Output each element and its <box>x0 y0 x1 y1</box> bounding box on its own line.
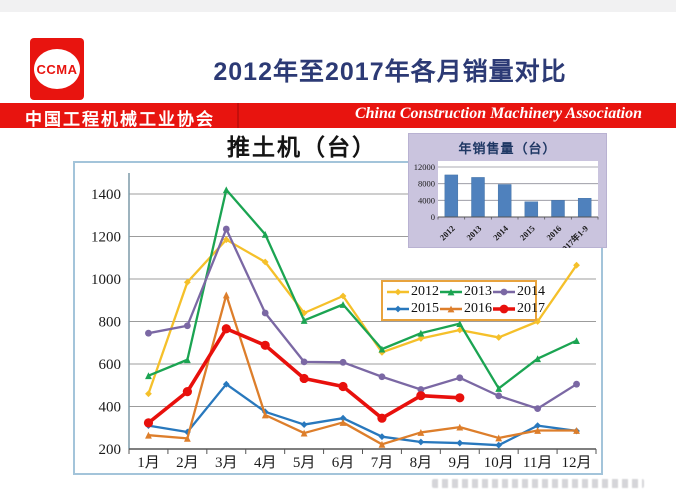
inset-x-axis-tick: 2016 <box>544 223 563 242</box>
y-axis-tick: 1400 <box>91 187 121 203</box>
top-strip <box>0 0 676 12</box>
series-line-2014 <box>145 225 580 413</box>
diamond-marker-icon <box>387 288 409 296</box>
monthly-line-chart-svg: 200 400 600 800 1000 1200 1400 1月 2月 3月 4月 5月 6月 7月 8月… <box>91 173 597 471</box>
legend-item-2013: 2013 <box>439 284 492 300</box>
legend-label: 2013 <box>464 283 492 299</box>
legend-label: 2012 <box>411 283 439 299</box>
ccma-logo-oval: CCMA <box>34 49 80 89</box>
annual-bar-2015 <box>524 201 539 218</box>
legend-label: 2014 <box>517 283 545 299</box>
inset-x-axis-tick: 2013 <box>464 223 483 242</box>
triangle-marker-icon <box>440 288 462 296</box>
x-axis-tick: 4月 <box>254 455 277 471</box>
circle-marker-icon <box>493 304 515 314</box>
series-line-2017 <box>143 324 465 428</box>
legend-label: 2016 <box>464 301 492 317</box>
banner-divider <box>237 103 239 128</box>
x-axis-tick: 12月 <box>562 455 592 471</box>
legend-label: 2017 <box>517 301 545 317</box>
x-axis-tick: 7月 <box>371 455 394 471</box>
x-axis-tick: 2月 <box>176 455 199 471</box>
annual-bar-chart-title: 年销售量（台） <box>458 141 557 156</box>
inset-x-axis-tick: 2014 <box>491 223 511 243</box>
x-axis-tick: 1月 <box>137 455 160 471</box>
y-axis-tick: 1000 <box>91 272 121 288</box>
x-axis-tick: 9月 <box>449 455 472 471</box>
inset-y-axis-tick: 0 <box>431 212 435 222</box>
x-axis-tick: 3月 <box>215 455 238 471</box>
ccma-logo-text: CCMA <box>36 61 78 77</box>
association-banner: 中国工程机械工业协会 China Construction Machinery … <box>0 103 676 129</box>
y-axis-tick: 800 <box>99 315 122 331</box>
series-line-2016 <box>145 291 580 448</box>
annual-bar-2014 <box>497 184 512 218</box>
annual-bar-chart-svg: 0 4000 8000 12000 2012 2013 2014 2015 20162017年1… <box>414 161 599 248</box>
x-axis-tick: 5月 <box>293 455 316 471</box>
main-chart-title: 推土机（台） <box>227 135 377 160</box>
legend-item-2012: 2012 <box>386 284 439 300</box>
banner-chinese-label: 中国工程机械工业协会 <box>25 110 215 129</box>
banner-english-label: China Construction Machinery Association <box>354 105 642 122</box>
annual-bar-2017年1-9 <box>577 198 592 218</box>
inset-x-axis-tick: 2017年1-9 <box>557 223 590 248</box>
series-line-2015 <box>145 380 580 449</box>
legend-item-2017: 2017 <box>492 301 545 317</box>
x-axis-tick: 11月 <box>523 455 552 471</box>
y-axis-tick: 1200 <box>91 230 121 246</box>
x-axis-tick: 10月 <box>484 455 514 471</box>
y-axis-tick: 200 <box>99 442 122 458</box>
inset-y-axis-tick: 4000 <box>418 195 435 205</box>
x-axis-tick: 8月 <box>410 455 433 471</box>
y-axis-tick: 400 <box>99 400 122 416</box>
inset-x-axis-tick: 2012 <box>438 223 457 242</box>
series-line-2013 <box>145 186 580 392</box>
ccma-logo: CCMA <box>30 38 84 100</box>
legend-item-2014: 2014 <box>492 284 545 300</box>
page-title: 2012年至2017年各月销量对比 <box>213 58 567 86</box>
annual-bar-2016 <box>551 200 565 218</box>
legend-label: 2015 <box>411 301 439 317</box>
diamond-marker-icon <box>387 305 409 313</box>
legend-item-2015: 2015 <box>386 301 439 317</box>
inset-y-axis-tick: 8000 <box>418 179 435 189</box>
annual-bar-chart: 年销售量（台） 0 4000 8000 12000 2012 2013 2014 2015 20… <box>408 133 607 248</box>
legend-item-2016: 2016 <box>439 301 492 317</box>
y-axis-tick: 600 <box>99 357 122 373</box>
x-axis-tick: 6月 <box>332 455 355 471</box>
triangle-marker-icon <box>440 305 462 313</box>
chart-legend: 2012 2013 2014 2015 2016 2017 <box>381 280 545 321</box>
inset-y-axis-tick: 12000 <box>414 162 435 172</box>
annual-bar-2012 <box>444 174 459 218</box>
inset-x-axis-tick: 2015 <box>518 223 537 242</box>
circle-marker-icon <box>493 288 515 296</box>
annual-bar-2013 <box>471 177 485 218</box>
watermark-smudge <box>432 479 644 488</box>
